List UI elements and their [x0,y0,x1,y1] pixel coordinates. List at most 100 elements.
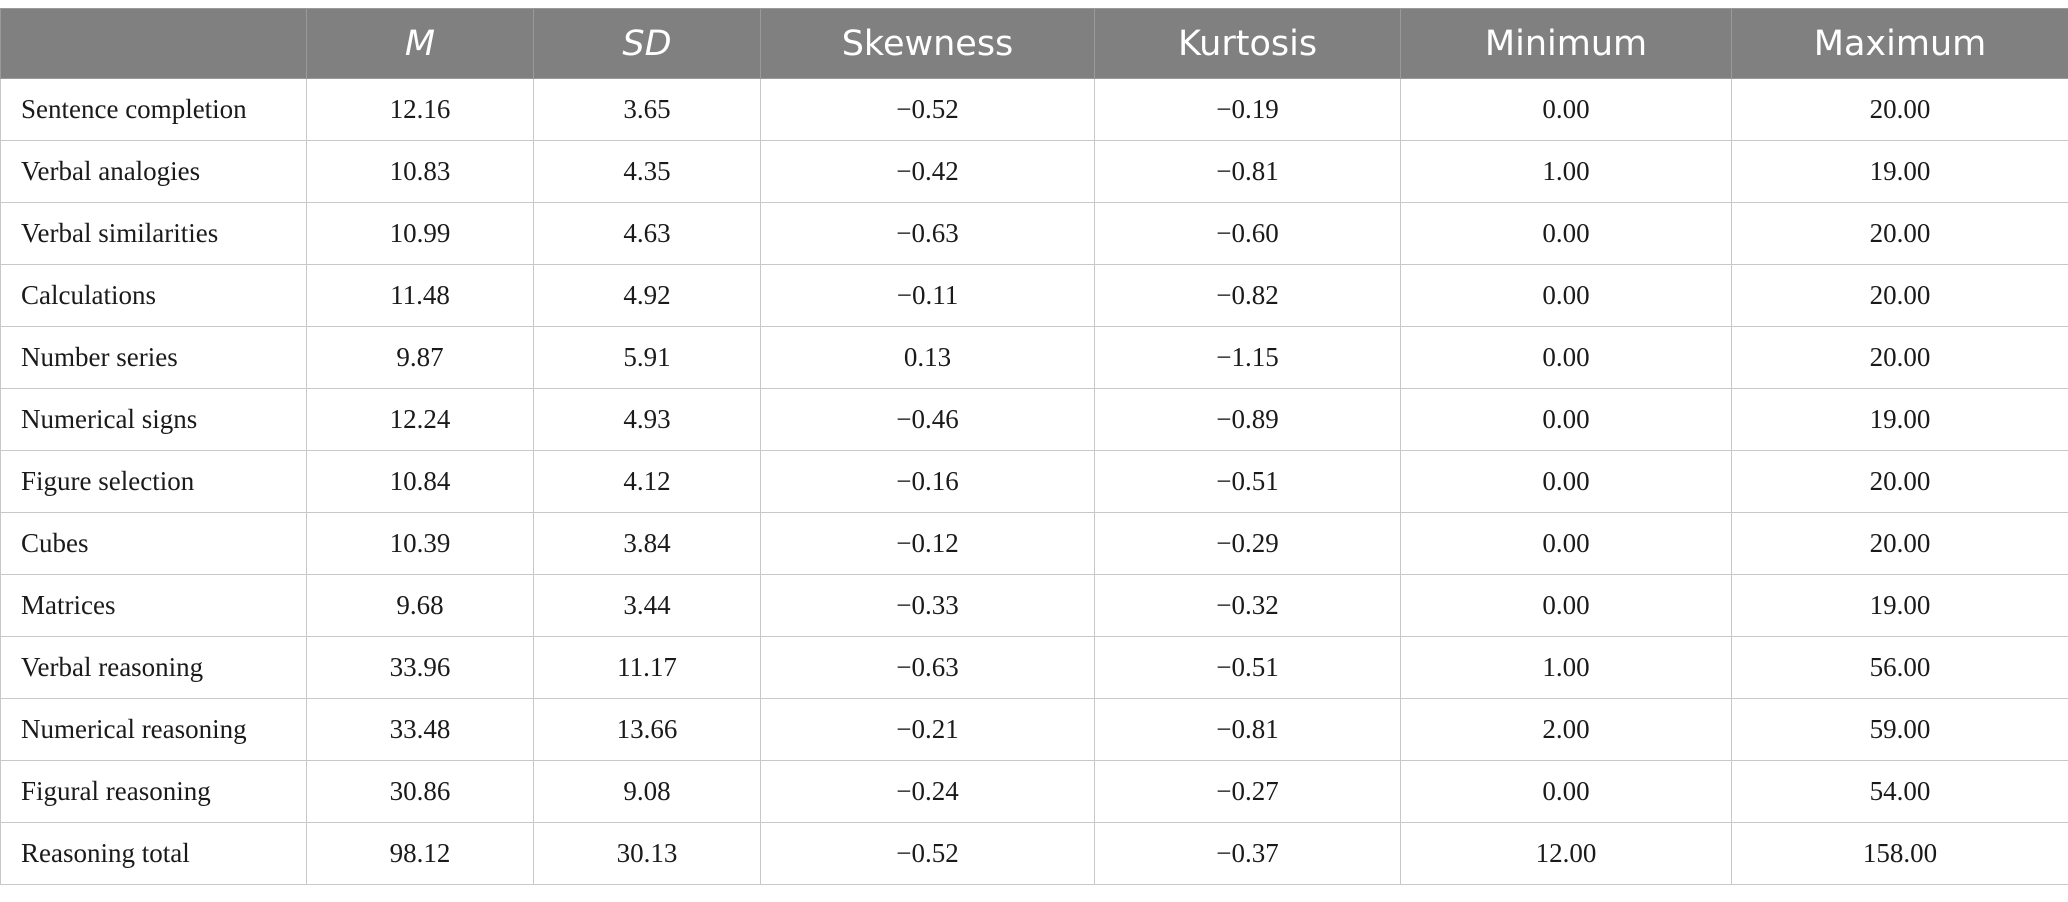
mean-value: 10.39 [306,512,534,575]
row-label: Reasoning total [0,822,307,885]
sd-value: 9.08 [533,760,761,823]
sd-value: 30.13 [533,822,761,885]
table-row: Number series 9.87 5.91 0.13 −1.15 0.00 20.00 [0,326,2068,389]
sd-value: 13.66 [533,698,761,761]
table-row: Cubes 10.39 3.84 −0.12 −0.29 0.00 20.00 [0,512,2068,575]
header-cell-maximum: Maximum [1731,8,2068,79]
descriptive-statistics-table: M SD Skewness Kurtosis Minimum Maximum S… [0,8,2068,885]
mean-value: 10.84 [306,450,534,513]
minimum-value: 0.00 [1400,388,1732,451]
skewness-value: −0.52 [760,822,1095,885]
skewness-value: −0.16 [760,450,1095,513]
table-row: Figure selection 10.84 4.12 −0.16 −0.51 0.00 2… [0,450,2068,513]
mean-value: 30.86 [306,760,534,823]
table-header: M SD Skewness Kurtosis Minimum Maximum [0,8,2068,79]
header-row: M SD Skewness Kurtosis Minimum Maximum [0,8,2068,79]
row-label: Verbal reasoning [0,636,307,699]
row-label: Sentence completion [0,78,307,141]
descriptive-statistics-table-container: M SD Skewness Kurtosis Minimum Maximum S… [0,8,2068,885]
skewness-value: −0.63 [760,202,1095,265]
minimum-value: 12.00 [1400,822,1732,885]
kurtosis-value: −0.32 [1094,574,1401,637]
minimum-value: 1.00 [1400,140,1732,203]
mean-value: 12.16 [306,78,534,141]
maximum-value: 20.00 [1731,450,2068,513]
kurtosis-value: −0.51 [1094,450,1401,513]
table-row: Verbal similarities 10.99 4.63 −0.63 −0.60 0.… [0,202,2068,265]
mean-value: 33.48 [306,698,534,761]
row-label: Numerical signs [0,388,307,451]
maximum-value: 20.00 [1731,78,2068,141]
maximum-value: 54.00 [1731,760,2068,823]
table-row: Reasoning total 98.12 30.13 −0.52 −0.37 12.00… [0,822,2068,885]
header-cell-mean: M [306,8,534,79]
minimum-value: 0.00 [1400,202,1732,265]
kurtosis-value: −0.37 [1094,822,1401,885]
mean-value: 12.24 [306,388,534,451]
mean-value: 11.48 [306,264,534,327]
maximum-value: 20.00 [1731,264,2068,327]
mean-value: 9.87 [306,326,534,389]
kurtosis-value: −0.81 [1094,140,1401,203]
maximum-value: 59.00 [1731,698,2068,761]
kurtosis-value: −1.15 [1094,326,1401,389]
header-cell-minimum: Minimum [1400,8,1732,79]
header-cell-sd: SD [533,8,761,79]
maximum-value: 56.00 [1731,636,2068,699]
kurtosis-value: −0.60 [1094,202,1401,265]
table-row: Figural reasoning 30.86 9.08 −0.24 −0.27 0.00… [0,760,2068,823]
sd-value: 4.92 [533,264,761,327]
sd-value: 4.93 [533,388,761,451]
skewness-value: −0.21 [760,698,1095,761]
table-body: Sentence completion 12.16 3.65 −0.52 −0.19 0.… [0,78,2068,885]
sd-value: 3.65 [533,78,761,141]
row-label: Figural reasoning [0,760,307,823]
minimum-value: 0.00 [1400,450,1732,513]
header-cell-label [0,8,307,79]
row-label: Verbal similarities [0,202,307,265]
sd-value: 11.17 [533,636,761,699]
minimum-value: 0.00 [1400,264,1732,327]
table-row: Calculations 11.48 4.92 −0.11 −0.82 0.00 20.00 [0,264,2068,327]
kurtosis-value: −0.19 [1094,78,1401,141]
skewness-value: −0.63 [760,636,1095,699]
sd-value: 4.12 [533,450,761,513]
mean-value: 98.12 [306,822,534,885]
maximum-value: 20.00 [1731,202,2068,265]
skewness-value: −0.12 [760,512,1095,575]
kurtosis-value: −0.81 [1094,698,1401,761]
table-row: Verbal reasoning 33.96 11.17 −0.63 −0.51 1.00… [0,636,2068,699]
kurtosis-value: −0.51 [1094,636,1401,699]
skewness-value: −0.11 [760,264,1095,327]
maximum-value: 20.00 [1731,512,2068,575]
maximum-value: 19.00 [1731,140,2068,203]
kurtosis-value: −0.82 [1094,264,1401,327]
sd-value: 4.35 [533,140,761,203]
sd-value: 3.44 [533,574,761,637]
row-label: Figure selection [0,450,307,513]
mean-value: 10.83 [306,140,534,203]
sd-value: 5.91 [533,326,761,389]
table-row: Sentence completion 12.16 3.65 −0.52 −0.19 0.… [0,78,2068,141]
maximum-value: 19.00 [1731,388,2068,451]
row-label: Number series [0,326,307,389]
kurtosis-value: −0.29 [1094,512,1401,575]
row-label: Calculations [0,264,307,327]
maximum-value: 158.00 [1731,822,2068,885]
mean-value: 9.68 [306,574,534,637]
mean-value: 33.96 [306,636,534,699]
maximum-value: 20.00 [1731,326,2068,389]
minimum-value: 0.00 [1400,760,1732,823]
table-row: Matrices 9.68 3.44 −0.33 −0.32 0.00 19.00 [0,574,2068,637]
sd-value: 3.84 [533,512,761,575]
table-row: Numerical signs 12.24 4.93 −0.46 −0.89 0.00 19… [0,388,2068,451]
skewness-value: −0.52 [760,78,1095,141]
minimum-value: 0.00 [1400,78,1732,141]
skewness-value: −0.42 [760,140,1095,203]
sd-value: 4.63 [533,202,761,265]
skewness-value: 0.13 [760,326,1095,389]
row-label: Verbal analogies [0,140,307,203]
minimum-value: 0.00 [1400,574,1732,637]
kurtosis-value: −0.27 [1094,760,1401,823]
skewness-value: −0.24 [760,760,1095,823]
